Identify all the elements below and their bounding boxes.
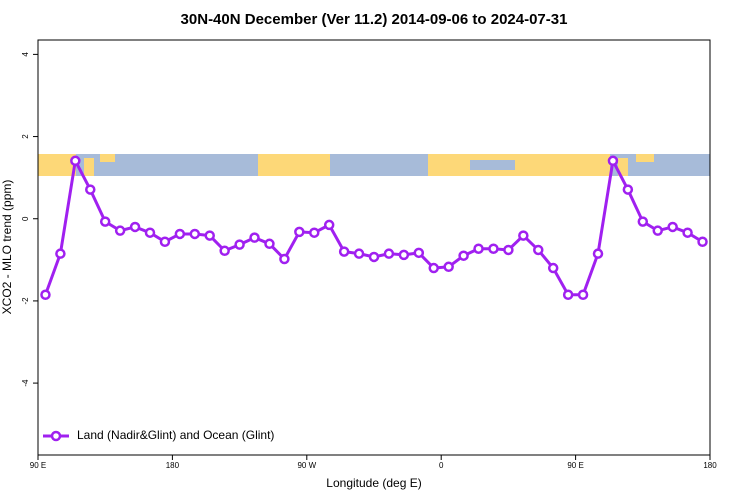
y-axis-label: XCO2 - MLO trend (ppm) — [0, 180, 14, 315]
y-tick-label: 0 — [21, 216, 30, 221]
point — [144, 227, 156, 238]
point — [383, 248, 395, 259]
point — [55, 248, 66, 259]
land — [636, 154, 654, 162]
point — [99, 216, 111, 227]
chart-title: 30N-40N December (Ver 11.2) 2014-09-06 t… — [181, 11, 568, 28]
point — [682, 227, 693, 238]
land — [618, 158, 628, 176]
point — [592, 248, 604, 259]
point — [488, 243, 499, 254]
point — [234, 239, 245, 250]
map-strip — [38, 154, 710, 176]
y-tick-label: -2 — [21, 297, 30, 305]
point — [70, 155, 81, 167]
x-tick-label: 90 E — [567, 461, 583, 470]
point — [652, 225, 663, 236]
land — [428, 154, 610, 176]
point — [637, 216, 649, 227]
point — [518, 230, 529, 241]
point — [114, 225, 126, 236]
point — [607, 155, 619, 167]
point — [443, 261, 454, 273]
point — [189, 228, 201, 240]
point — [697, 236, 708, 247]
y-tick-label: -4 — [21, 379, 30, 387]
land — [100, 154, 115, 162]
legend-label: Land (Nadir&Glint) and Ocean (Glint) — [77, 428, 274, 442]
point — [577, 289, 589, 301]
point — [174, 228, 186, 240]
land — [258, 154, 330, 176]
point — [338, 246, 350, 257]
y-tick-label: 2 — [21, 134, 30, 139]
y-tick-label: 4 — [21, 52, 30, 57]
x-tick-label: 90 E — [30, 461, 46, 470]
point — [249, 232, 260, 243]
point — [413, 247, 425, 259]
point — [219, 245, 230, 257]
point — [323, 219, 335, 231]
point — [562, 289, 574, 301]
point — [129, 221, 141, 233]
point — [279, 253, 290, 265]
point — [353, 248, 365, 259]
x-tick-label: 0 — [439, 461, 444, 470]
point — [547, 262, 559, 274]
point — [309, 227, 320, 238]
point — [458, 250, 469, 261]
point — [85, 184, 96, 195]
point — [398, 249, 410, 261]
ocean — [470, 160, 515, 170]
x-tick-label: 90 W — [297, 461, 316, 470]
series-line — [44, 156, 704, 297]
point — [368, 251, 380, 263]
point — [473, 243, 484, 254]
x-axis-label: Longitude (deg E) — [326, 476, 421, 490]
point — [294, 226, 305, 238]
land — [84, 158, 94, 176]
land — [38, 154, 76, 176]
point — [40, 289, 51, 301]
x-tick-label: 180 — [703, 461, 717, 470]
point — [533, 244, 544, 256]
point — [622, 184, 634, 195]
legend-marker — [50, 430, 62, 442]
point — [159, 236, 171, 247]
point — [503, 244, 514, 256]
point — [264, 238, 275, 250]
x-tick-label: 180 — [166, 461, 180, 470]
point — [667, 221, 678, 233]
point — [204, 230, 215, 241]
plot-frame — [37, 39, 711, 456]
point — [428, 262, 439, 274]
